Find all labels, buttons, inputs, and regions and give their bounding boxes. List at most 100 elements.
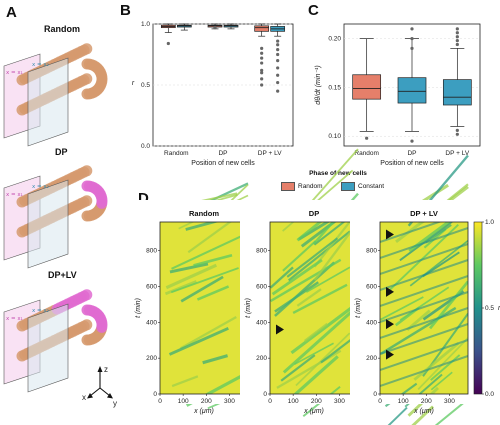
x-tick-label: DP: [407, 150, 416, 157]
phase-wave-stripe: [296, 288, 322, 307]
y-axis-label: t (min): [245, 298, 252, 318]
plane-label-x1: x = x₁: [6, 192, 23, 198]
phase-wave-stripe: [292, 283, 348, 315]
x-tick-label: 100: [288, 398, 299, 405]
arrow-marker: [386, 286, 394, 297]
y-tick-label: 0: [263, 391, 267, 398]
phase-wave-stripe: [411, 405, 435, 425]
colorbar-tick-label: 0.0: [485, 391, 494, 398]
phase-wave-stripe: [424, 224, 452, 244]
legend-swatch-random: [281, 182, 295, 191]
cell-band: [81, 195, 93, 207]
cell-band-upper: [81, 289, 93, 301]
defect-band: [379, 291, 469, 323]
mask-bottom: [160, 394, 248, 404]
mask-top: [160, 200, 248, 222]
y-tick-label: 0.10: [328, 133, 341, 140]
legend-item-constant: Constant: [341, 182, 384, 191]
x-tick-label: 300: [334, 398, 345, 405]
plane-x2: [27, 303, 69, 393]
box-constant: [176, 23, 192, 31]
phase-wave-stripe: [274, 261, 336, 317]
phase-wave-stripe: [413, 342, 460, 381]
x-axis-label: x (μm): [413, 408, 434, 415]
phase-wave-stripe: [179, 315, 237, 350]
heatmap-2: [350, 154, 488, 425]
legend-label-constant: Constant: [358, 183, 385, 190]
heatmap-title: DP + LV: [410, 209, 438, 218]
heatmap-title: Random: [189, 209, 219, 218]
x-tick-label: 0: [158, 398, 162, 405]
flier-point: [455, 27, 459, 31]
x-tick-label: DP: [218, 150, 227, 157]
phase-wave-stripe: [170, 267, 239, 294]
box-2: [442, 27, 472, 136]
phase-wave-stripe: [430, 354, 461, 381]
flier-point: [410, 46, 414, 51]
phase-wave-stripe: [269, 266, 294, 289]
phase-wave-stripe: [305, 266, 351, 293]
flier-point: [276, 43, 280, 47]
plane-label-x2: x = x₂: [32, 184, 49, 190]
x-tick-label: 300: [224, 398, 235, 405]
flier-point: [276, 89, 280, 93]
cell-tip: [81, 58, 93, 70]
defect-band: [379, 355, 469, 387]
flier-point: [260, 83, 264, 87]
x-tick-label: 300: [444, 398, 455, 405]
phase-wave-stripe: [169, 262, 209, 274]
y-axis-label: r: [132, 80, 135, 87]
flier-point: [455, 42, 459, 47]
phase-wave-stripe: [168, 326, 229, 356]
x-axis-label: x (μm): [303, 408, 324, 415]
phase-wave-stripe: [287, 230, 351, 282]
phase-wave-stripe: [434, 398, 469, 425]
arrow-marker: [386, 319, 394, 330]
box-constant: [223, 23, 239, 30]
x-tick-label: 0: [378, 398, 382, 405]
colorbar: [473, 221, 483, 395]
phase-wave-stripe: [282, 240, 317, 272]
axis-label-x: x: [82, 393, 86, 402]
plane-label-x2: x = x₂: [32, 62, 49, 68]
legend-label-random: Random: [298, 183, 323, 190]
defect-band: [379, 275, 469, 307]
condition-title-random: Random: [44, 24, 80, 34]
flier-point: [166, 41, 170, 46]
flier-point: [260, 51, 264, 55]
phase-wave-stripe: [380, 296, 424, 321]
cell-band: [81, 73, 93, 85]
y-tick-label: 600: [366, 284, 377, 291]
cell-tip: [81, 304, 93, 316]
flier-point: [455, 31, 459, 35]
schematic-random: x = x₁ x = x₂: [3, 43, 108, 147]
defect-band: [379, 307, 469, 339]
box-iqr: [352, 74, 382, 100]
y-tick-label: 600: [146, 284, 157, 291]
flier-point: [410, 139, 414, 143]
phase-wave-stripe: [286, 237, 339, 278]
phase-wave-stripe: [165, 263, 218, 290]
flier-point: [455, 128, 459, 132]
plot-frame: [343, 23, 481, 147]
schematic-dp: x = x₁ x = x₂: [3, 165, 108, 269]
colorbar-tick-label: 0.5: [485, 305, 494, 312]
mask-bottom: [380, 394, 468, 404]
defect-band: [379, 323, 469, 355]
box-iqr: [254, 25, 270, 32]
x-tick-label: 0: [268, 398, 272, 405]
heatmap-background: [160, 222, 248, 394]
colorbar-label: r: [498, 305, 500, 312]
flier-point: [276, 48, 280, 52]
phase-wave-stripe: [280, 354, 316, 382]
cell-band-upper: [81, 43, 93, 55]
panel-letter-b: B: [120, 2, 131, 19]
y-tick-label: 0.15: [328, 84, 341, 91]
plane-label-x1: x = x₁: [6, 70, 23, 76]
phase-wave-stripe: [193, 253, 233, 267]
y-tick-label: 0.0: [141, 143, 150, 150]
x-tick-label: 100: [398, 398, 409, 405]
arrow-marker: [276, 324, 284, 335]
x-axis-label: x (μm): [193, 408, 214, 415]
